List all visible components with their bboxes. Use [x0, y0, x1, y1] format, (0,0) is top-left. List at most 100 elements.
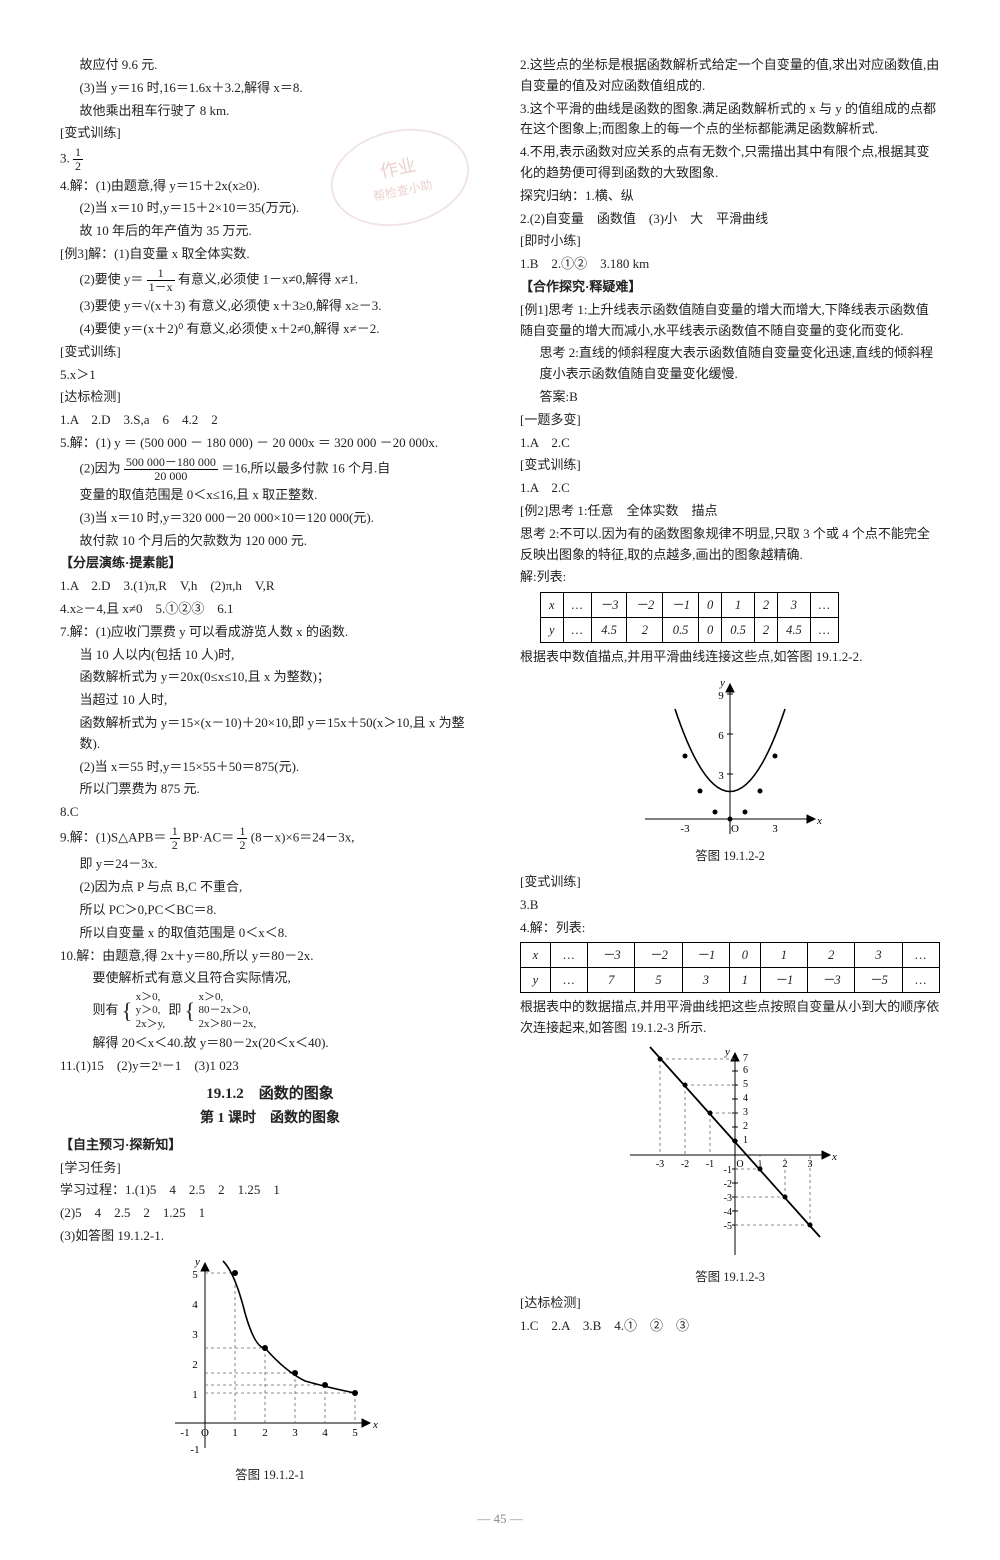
svg-text:2: 2 [743, 1121, 748, 1132]
text-line: 3.这个平滑的曲线是函数的图象.满足函数解析式的 x 与 y 的值组成的点都在这… [520, 99, 940, 141]
table-cell: －3 [588, 943, 635, 968]
left-column: 故应付 9.6 元. (3)当 y＝16 时,16＝1.6x＋3.2,解得 x＝… [60, 55, 480, 1491]
svg-text:-1: -1 [724, 1165, 732, 1176]
brace-group: x＞0, y＞0, 2x＞y, [136, 991, 166, 1031]
table-cell: 1 [729, 968, 760, 993]
svg-text:-2: -2 [724, 1179, 732, 1190]
brace-group: x＞0, 80－2x＞0, 2x＞80－2x, [198, 991, 256, 1031]
table-row: x … －3 －2 －1 0 1 2 3 … [521, 943, 940, 968]
fraction-den: 2 [170, 839, 180, 852]
svg-text:x: x [831, 1151, 837, 1163]
text-span: (2)要使 y＝ [80, 271, 144, 286]
svg-text:6: 6 [743, 1065, 748, 1076]
section-heading: 【合作探究·释疑难】 [520, 277, 940, 298]
data-table-2: x … －3 －2 －1 0 1 2 3 … y … 7 5 3 [520, 942, 940, 993]
brace-line: x＞0, [136, 991, 166, 1004]
table-cell: －3 [808, 968, 855, 993]
brace-line: 2x＞y, [136, 1018, 166, 1031]
table-cell: －1 [663, 593, 699, 618]
svg-text:-1: -1 [706, 1159, 714, 1170]
svg-text:-1: -1 [180, 1427, 189, 1439]
svg-text:3: 3 [718, 770, 724, 782]
text-line: 4.不用,表示函数对应关系的点有无数个,只需描出其中有限个点,根据其变化的趋势便… [520, 142, 940, 184]
text-line: 1.A 2.D 3.(1)π,R V,h (2)π,h V,R [60, 576, 480, 597]
table-cell: 3 [855, 943, 902, 968]
table-cell: 4.5 [778, 618, 811, 643]
text-line: (2)当 x＝55 时,y＝15×55＋50＝875(元). [60, 757, 480, 778]
table-cell: … [902, 943, 939, 968]
svg-text:y: y [194, 1256, 200, 1268]
table-cell: … [550, 943, 587, 968]
table-row: y … 4.5 2 0.5 0 0.5 2 4.5 … [541, 618, 839, 643]
text-line: 解:列表: [520, 567, 940, 588]
text-line: 函数解析式为 y＝15×(x－10)＋20×10,即 y＝15x＋50(x＞10… [60, 713, 480, 755]
figure-caption: 答图 19.1.2-1 [60, 1465, 480, 1485]
table-cell: －2 [627, 593, 663, 618]
text-line: [变式训练] [520, 455, 940, 476]
text-line: [即时小练] [520, 231, 940, 252]
table-cell: －1 [682, 943, 729, 968]
text-line: 2.(2)自变量 函数值 (3)小 大 平滑曲线 [520, 209, 940, 230]
text-line: 2.这些点的坐标是根据函数解析式给定一个自变量的值,求出对应函数值,由自变量的值… [520, 55, 940, 97]
text-line: 探究归纳：1.横、纵 [520, 186, 940, 207]
svg-text:1: 1 [743, 1135, 748, 1146]
table-cell: 1 [722, 593, 755, 618]
svg-text:-3: -3 [656, 1159, 664, 1170]
text-line: 8.C [60, 802, 480, 823]
svg-text:9: 9 [718, 690, 724, 702]
table-cell: 4.5 [591, 618, 627, 643]
text-span: (8－x)×6＝24－3x, [251, 830, 355, 845]
text-line: (2)因为 500 000－180 000 20 000 ＝16,所以最多付款 … [60, 456, 480, 483]
table-row: x … －3 －2 －1 0 1 2 3 … [541, 593, 839, 618]
text-line: [变式训练] [60, 123, 480, 144]
text-line: 3.B [520, 895, 940, 916]
table-cell: 2 [808, 943, 855, 968]
section-heading: 【分层演练·提素能】 [60, 553, 480, 574]
svg-text:4: 4 [743, 1093, 748, 1104]
brace-line: x＞0, [198, 991, 256, 1004]
lesson-heading: 第 1 课时 函数的图象 [60, 1108, 480, 1130]
svg-text:3: 3 [772, 823, 778, 835]
text-line: [学习任务] [60, 1158, 480, 1179]
text-line: 根据表中数值描点,并用平滑曲线连接这些点,如答图 19.1.2-2. [520, 647, 940, 668]
table-cell: 0 [729, 943, 760, 968]
text-line: (4)要使 y＝(x＋2)⁰ 有意义,必须使 x＋2≠0,解得 x≠－2. [60, 319, 480, 340]
text-line: 故 10 年后的年产值为 35 万元. [60, 221, 480, 242]
text-line: 1.B 2.①② 3.180 km [520, 254, 940, 275]
table-cell: 0.5 [722, 618, 755, 643]
svg-text:5: 5 [352, 1427, 358, 1439]
table-cell: －2 [635, 943, 682, 968]
svg-text:2: 2 [262, 1427, 268, 1439]
table-cell: … [563, 593, 591, 618]
chart-parabola: xy -3 O 3 3 6 9 [520, 674, 940, 866]
text-line: 当 10 人以内(包括 10 人)时, [60, 645, 480, 666]
svg-text:O: O [731, 823, 739, 835]
text-line: 要使解析式有意义且符合实际情况, [60, 968, 480, 989]
text-line: [达标检测] [520, 1293, 940, 1314]
text-line: 故应付 9.6 元. [60, 55, 480, 76]
table-cell: … [902, 968, 939, 993]
text-line: 3. 1 2 [60, 146, 480, 173]
text-span: (2)因为 [80, 460, 121, 475]
page: 作业 帮检查小助 故应付 9.6 元. (3)当 y＝16 时,16＝1.6x＋… [0, 0, 1000, 1560]
text-line: (2)因为点 P 与点 B,C 不重合, [60, 877, 480, 898]
chart-svg: xy -3 -2 -1 O 1 2 3 1 2 3 [620, 1045, 840, 1265]
text-line: [一题多变] [520, 410, 940, 431]
text-line: 1.C 2.A 3.B 4.① ② ③ [520, 1316, 940, 1337]
text-line: 所以 PC＞0,PC＜BC＝8. [60, 900, 480, 921]
table-cell: x [521, 943, 551, 968]
text-line: 10.解：由题意,得 2x＋y＝80,所以 y＝80－2x. [60, 946, 480, 967]
table-cell: 5 [635, 968, 682, 993]
text-line: 1.A 2.C [520, 478, 940, 499]
text-line: 7.解：(1)应收门票费 y 可以看成游览人数 x 的函数. [60, 622, 480, 643]
fraction-den: 20 000 [124, 470, 218, 483]
chart-svg: xy -3 O 3 3 6 9 [635, 674, 825, 844]
svg-text:y: y [719, 677, 725, 689]
fraction-num: 1 [170, 825, 180, 839]
svg-text:-3: -3 [680, 823, 690, 835]
text-line: 当超过 10 人时, [60, 690, 480, 711]
svg-text:x: x [816, 815, 822, 827]
table-cell: y [521, 968, 551, 993]
svg-text:-2: -2 [681, 1159, 689, 1170]
text-line: 所以自变量 x 的取值范围是 0＜x＜8. [60, 923, 480, 944]
